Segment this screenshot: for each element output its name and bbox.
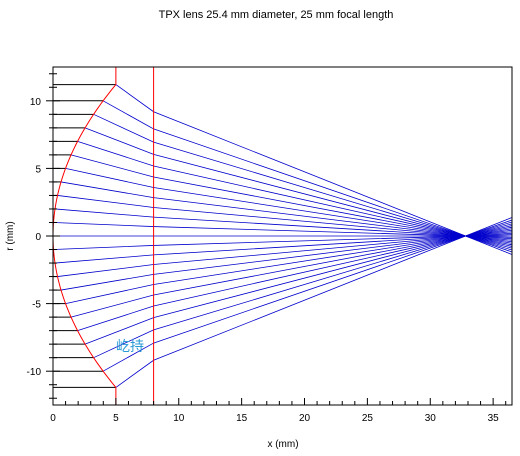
x-tick-label: 0 [50,413,56,424]
x-tick-label: 5 [113,413,119,424]
y-tick-label: -10 [27,367,42,378]
y-axis-label: r (mm) [5,221,16,250]
y-tick-label: 0 [35,232,41,243]
x-tick-label: 20 [299,413,311,424]
refracted-ray [102,219,513,372]
x-tick-label: 15 [236,413,248,424]
x-tick-label: 35 [488,413,500,424]
y-tick-label: -5 [32,300,41,311]
watermark-annotation: 屹持 [116,338,144,354]
chart-title: TPX lens 25.4 mm diameter, 25 mm focal l… [159,9,394,21]
refracted-ray [115,217,513,388]
refracted-ray [102,100,513,253]
y-tick-label: 10 [30,97,42,108]
x-tick-label: 10 [173,413,185,424]
refracted-ray [115,84,513,255]
x-axis-label: x (mm) [267,439,298,450]
axes-group: 0 5 10 15 20 25 30 35 -10 -5 0 5 10 [27,66,513,424]
x-tick-label: 25 [362,413,374,424]
x-tick-label: 30 [425,413,437,424]
y-tick-label: 5 [35,164,41,175]
